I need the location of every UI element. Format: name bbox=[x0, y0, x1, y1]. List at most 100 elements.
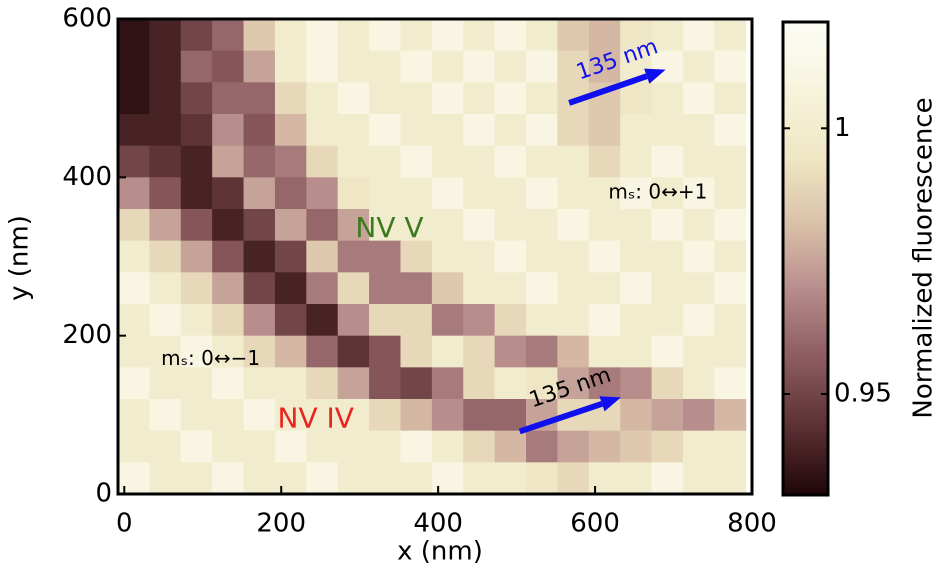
heatmap-cell bbox=[588, 114, 621, 147]
colorbar-step bbox=[783, 203, 828, 208]
heatmap-cell bbox=[337, 114, 370, 147]
heatmap-cell bbox=[714, 335, 747, 368]
heatmap-cell bbox=[369, 50, 401, 83]
heatmap-cell bbox=[274, 462, 307, 495]
heatmap-cell bbox=[714, 272, 747, 305]
heatmap-cell bbox=[463, 177, 496, 210]
colorbar-step bbox=[783, 487, 828, 492]
heatmap-cell bbox=[588, 462, 621, 495]
heatmap-cell bbox=[118, 19, 150, 52]
heatmap-cell bbox=[588, 430, 621, 463]
heatmap-cell bbox=[588, 335, 621, 368]
heatmap-cell bbox=[400, 335, 433, 368]
colorbar-label: Normalized fluorescence bbox=[909, 97, 939, 418]
heatmap-cell bbox=[588, 145, 621, 178]
heatmap-cell bbox=[180, 399, 213, 432]
colorbar-step bbox=[783, 420, 828, 425]
heatmap-cell bbox=[149, 19, 182, 52]
heatmap-cell bbox=[494, 19, 527, 52]
colorbar-step bbox=[783, 124, 828, 130]
heatmap-cell bbox=[337, 272, 370, 305]
heatmap-cell bbox=[557, 114, 590, 147]
heatmap-cell bbox=[337, 82, 370, 115]
heatmap-cell bbox=[369, 272, 401, 305]
heatmap-cell bbox=[620, 304, 653, 337]
colorbar-step bbox=[783, 219, 828, 224]
heatmap-cell bbox=[118, 430, 150, 463]
colorbar-step bbox=[783, 85, 828, 90]
colorbar-step bbox=[783, 242, 828, 248]
colorbar-step bbox=[783, 262, 828, 267]
heatmap-cell bbox=[180, 272, 213, 305]
heatmap-cell bbox=[620, 430, 653, 463]
heatmap-cell bbox=[588, 177, 621, 210]
colorbar-step bbox=[783, 266, 828, 271]
heatmap-cell bbox=[431, 462, 464, 495]
colorbar-step bbox=[783, 65, 828, 70]
colorbar-step bbox=[783, 290, 828, 295]
heatmap-cell bbox=[463, 304, 496, 337]
colorbar-step bbox=[783, 353, 828, 358]
heatmap-cell bbox=[682, 145, 715, 178]
heatmap-cell bbox=[714, 430, 747, 463]
heatmap-cell bbox=[180, 304, 213, 337]
heatmap-cell bbox=[714, 209, 747, 242]
heatmap-cell bbox=[369, 430, 401, 463]
heatmap-cell bbox=[557, 240, 590, 273]
heatmap-cell bbox=[274, 114, 307, 147]
heatmap-cell bbox=[212, 209, 245, 242]
colorbar-step bbox=[783, 479, 828, 484]
heatmap-cell bbox=[337, 240, 370, 273]
colorbar-step bbox=[783, 89, 828, 94]
heatmap-cell bbox=[682, 304, 715, 337]
heatmap-cell bbox=[714, 114, 747, 147]
x-tick-label: 200 bbox=[256, 509, 306, 539]
colorbar-step bbox=[783, 278, 828, 283]
heatmap-cell bbox=[651, 145, 684, 178]
heatmap-cell bbox=[149, 145, 182, 178]
heatmap-cell bbox=[651, 462, 684, 495]
heatmap-cell bbox=[212, 19, 245, 52]
heatmap-cell bbox=[180, 430, 213, 463]
colorbar-step bbox=[783, 254, 828, 260]
heatmap-cell bbox=[400, 399, 433, 432]
colorbar-step bbox=[783, 61, 828, 66]
heatmap-cell bbox=[557, 335, 590, 368]
heatmap-cell bbox=[212, 114, 245, 147]
colorbar-step bbox=[783, 439, 828, 445]
heatmap-cell bbox=[526, 177, 558, 210]
heatmap-cell bbox=[682, 462, 715, 495]
heatmap-cell bbox=[149, 240, 182, 273]
heatmap-cell bbox=[682, 399, 715, 432]
heatmap-cell bbox=[149, 82, 182, 115]
heatmap-cell bbox=[243, 367, 276, 400]
arrow-shaft bbox=[518, 400, 603, 435]
heatmap-cell bbox=[306, 335, 339, 368]
heatmap-cell bbox=[400, 145, 433, 178]
heatmap-cell bbox=[306, 304, 339, 337]
heatmap-cell bbox=[651, 114, 684, 147]
colorbar-step bbox=[783, 152, 828, 157]
heatmap-cell bbox=[463, 240, 496, 273]
heatmap-cell bbox=[651, 82, 684, 115]
heatmap-cell bbox=[369, 335, 401, 368]
heatmap-cell bbox=[526, 50, 558, 83]
heatmap-cell bbox=[369, 304, 401, 337]
colorbar-step bbox=[783, 41, 828, 47]
colorbar-step bbox=[783, 108, 828, 114]
heatmap-cell bbox=[431, 114, 464, 147]
heatmap-cell bbox=[651, 50, 684, 83]
colorbar-step bbox=[783, 159, 828, 165]
heatmap-cell bbox=[431, 304, 464, 337]
colorbar-step bbox=[783, 100, 828, 106]
colorbar-step bbox=[783, 270, 828, 275]
colorbar-step bbox=[783, 69, 828, 74]
heatmap-cell bbox=[557, 272, 590, 305]
heatmap-cell bbox=[526, 240, 558, 273]
colorbar-step bbox=[783, 455, 828, 461]
heatmap-cell bbox=[494, 145, 527, 178]
heatmap-cell bbox=[714, 367, 747, 400]
heatmap-cell bbox=[400, 240, 433, 273]
colorbar-step bbox=[783, 104, 828, 110]
